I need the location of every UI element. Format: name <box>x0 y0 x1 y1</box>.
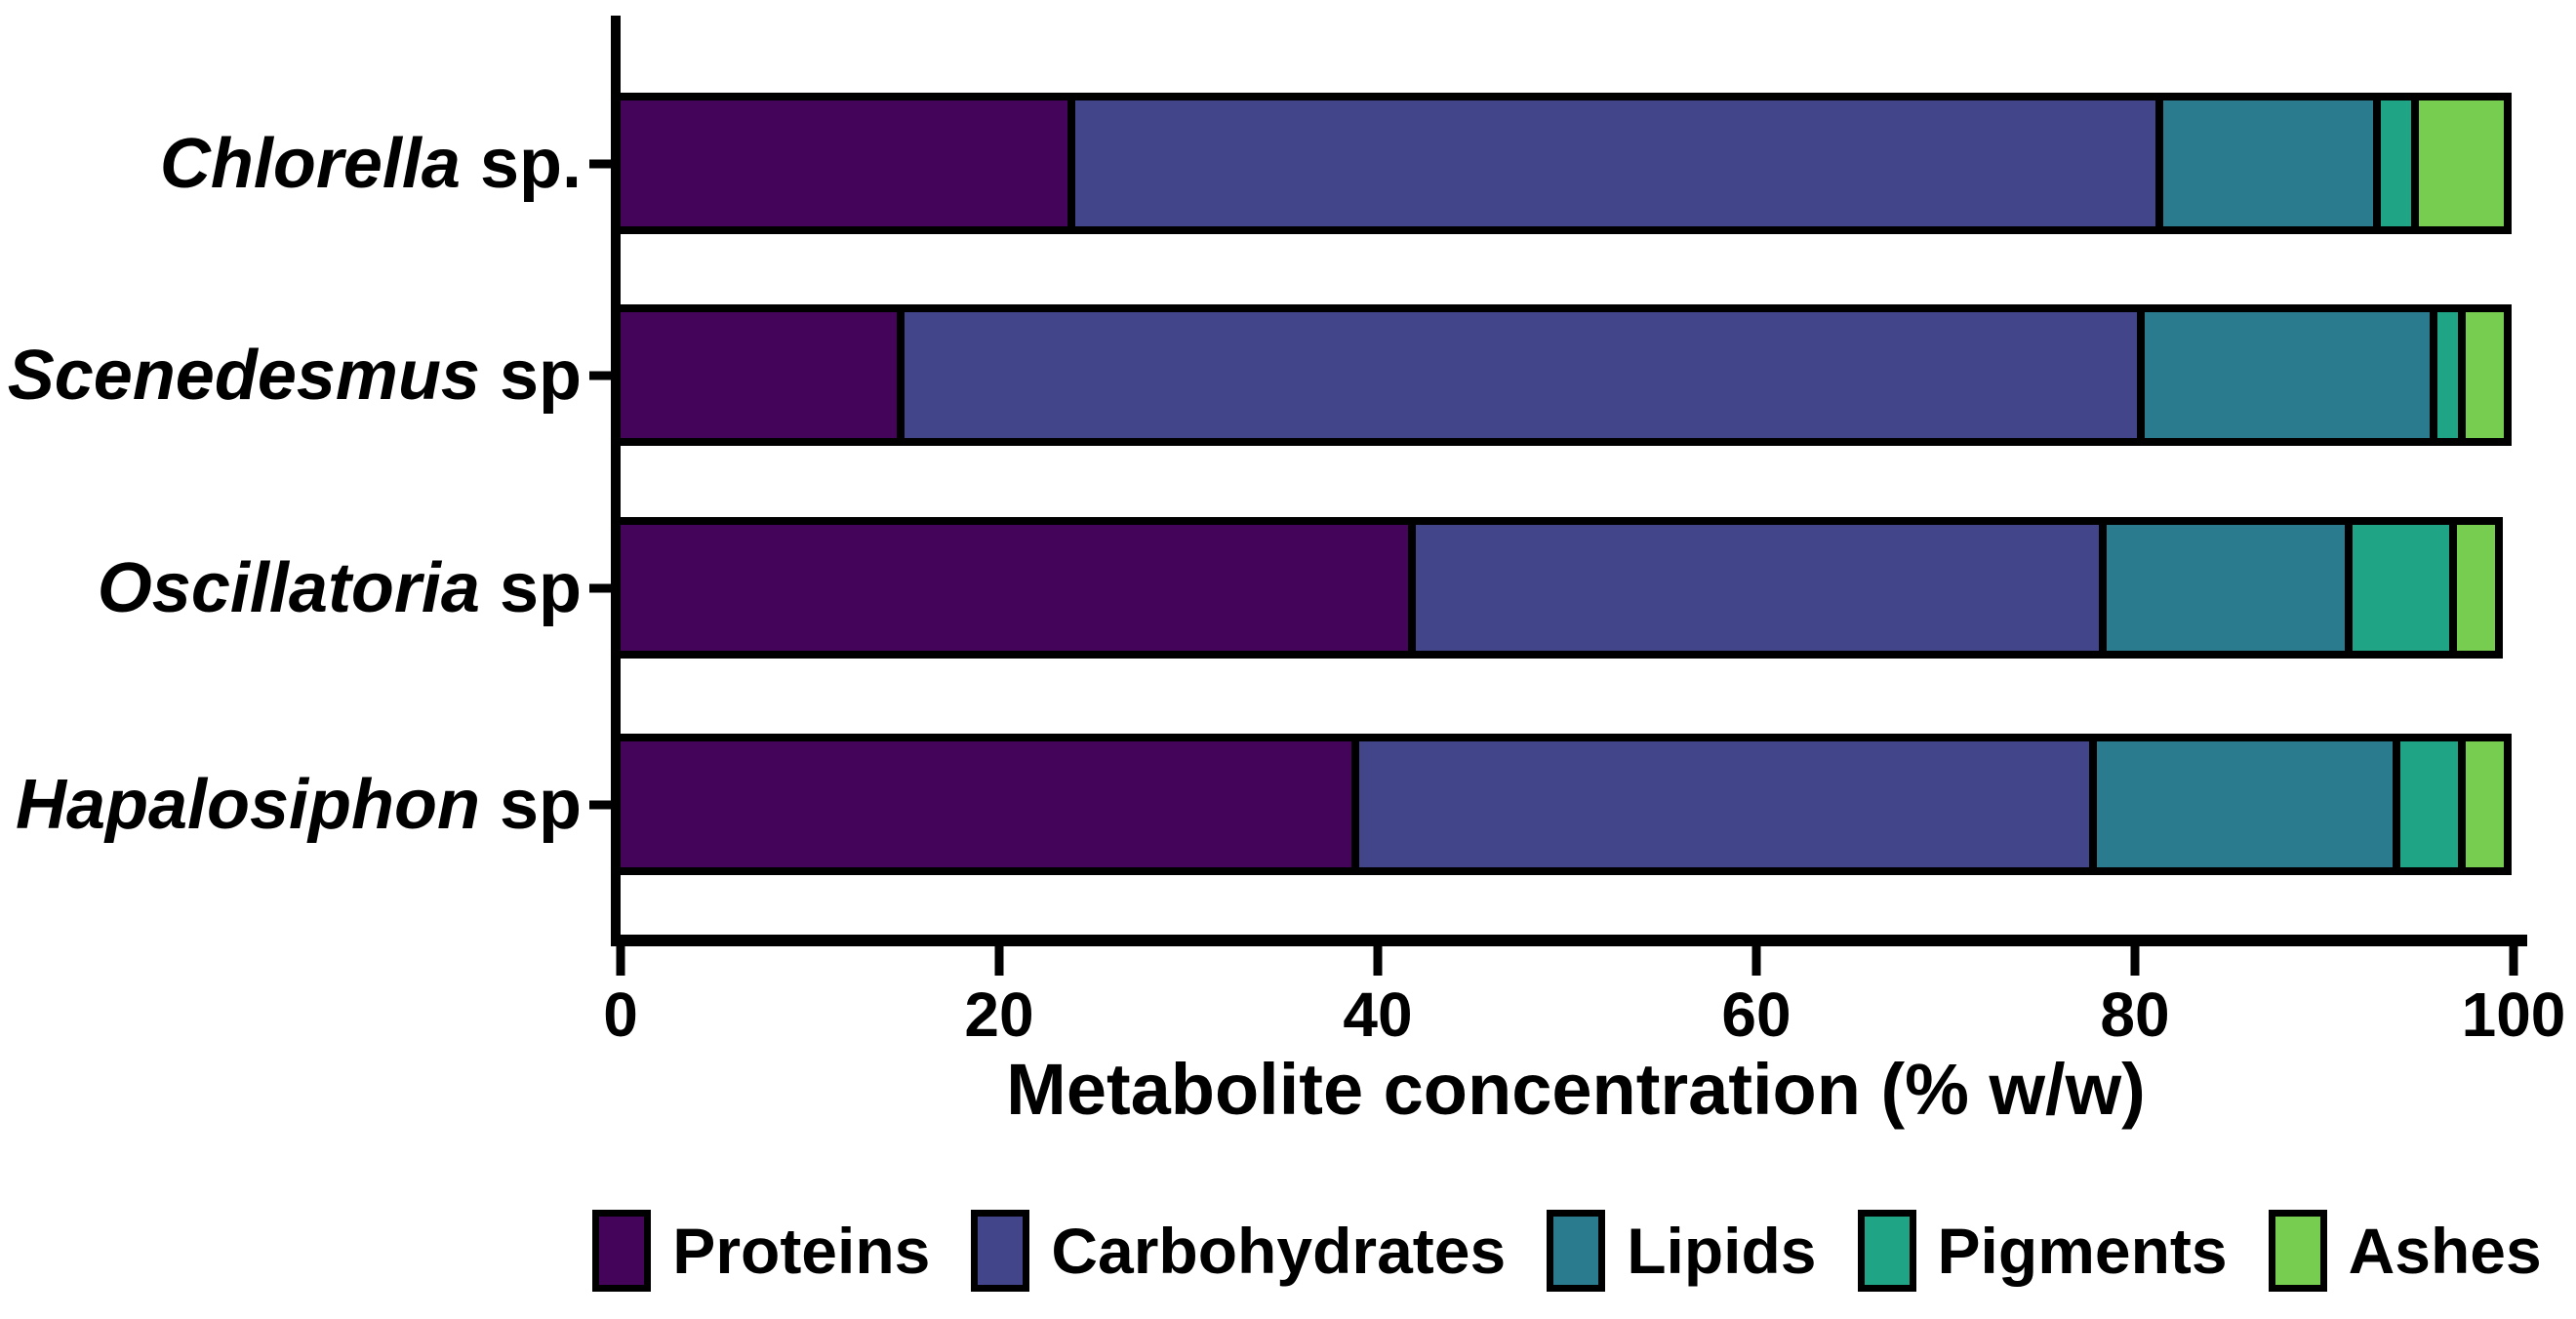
bar-segment-pigments <box>2437 312 2467 438</box>
bar-segment-carbohydrates <box>1358 741 2098 867</box>
x-axis-tick-label: 20 <box>964 979 1034 1050</box>
species-genus: Oscillatoria <box>97 548 480 627</box>
legend-label: Proteins <box>672 1215 931 1287</box>
bar-segment-lipids <box>2106 525 2354 651</box>
y-axis-line <box>611 16 621 946</box>
y-axis-tick <box>589 800 613 809</box>
bar-segment-lipids <box>2163 100 2382 226</box>
legend-swatch-carbohydrates <box>971 1210 1030 1292</box>
x-axis-tick-label: 60 <box>1721 979 1791 1050</box>
legend-item-ashes: Ashes <box>2268 1210 2542 1292</box>
x-axis-tick <box>994 944 1004 976</box>
bar-segment-pigments <box>2399 741 2467 867</box>
bar-segment-ashes <box>2466 741 2505 867</box>
legend-label: Lipids <box>1627 1215 1817 1287</box>
bar-segment-proteins <box>621 741 1359 867</box>
bar-row-scenedesmus <box>613 304 2513 446</box>
bar-row-chlorella <box>613 93 2513 234</box>
legend-item-carbohydrates: Carbohydrates <box>971 1210 1506 1292</box>
species-genus: Scenedesmus <box>7 336 480 415</box>
y-axis-label-chlorella: Chlorella sp. <box>160 129 582 199</box>
species-genus: Hapalosiphon <box>15 765 480 844</box>
x-axis-tick <box>1373 944 1383 976</box>
x-axis-tick-label: 40 <box>1343 979 1413 1050</box>
bar-segment-proteins <box>621 312 905 438</box>
y-axis-tick <box>589 371 613 380</box>
x-axis-tick <box>2130 944 2140 976</box>
legend-label: Ashes <box>2348 1215 2542 1287</box>
bar-segment-ashes <box>2456 525 2495 651</box>
bar-segment-ashes <box>2466 312 2505 438</box>
legend-label: Pigments <box>1937 1215 2228 1287</box>
x-axis-line <box>611 935 2527 946</box>
y-axis-tick <box>589 159 613 168</box>
legend-item-pigments: Pigments <box>1857 1210 2228 1292</box>
x-axis-tick <box>616 944 625 976</box>
species-suffix: sp <box>479 336 582 415</box>
x-axis-tick-label: 100 <box>2461 979 2566 1050</box>
legend-label: Carbohydrates <box>1051 1215 1507 1287</box>
legend-item-proteins: Proteins <box>592 1210 930 1292</box>
bar-segment-pigments <box>2353 525 2457 651</box>
bar-segment-carbohydrates <box>905 312 2145 438</box>
bar-segment-lipids <box>2144 312 2438 438</box>
y-axis-label-hapalosiphon: Hapalosiphon sp <box>16 770 582 840</box>
bar-row-hapalosiphon <box>613 734 2513 875</box>
y-axis-label-oscillatoria: Oscillatoria sp <box>98 553 582 623</box>
legend-swatch-pigments <box>1857 1210 1916 1292</box>
x-axis-tick-label: 0 <box>603 979 638 1050</box>
legend-swatch-proteins <box>592 1210 652 1292</box>
legend-swatch-ashes <box>2268 1210 2327 1292</box>
species-suffix: sp. <box>460 124 582 203</box>
bar-segment-ashes <box>2418 100 2505 226</box>
legend-item-lipids: Lipids <box>1547 1210 1817 1292</box>
bar-segment-proteins <box>621 525 1416 651</box>
bar-segment-carbohydrates <box>1074 100 2164 226</box>
bar-segment-proteins <box>621 100 1075 226</box>
species-suffix: sp <box>479 765 582 844</box>
species-suffix: sp <box>479 548 582 627</box>
x-axis-tick-label: 80 <box>2100 979 2170 1050</box>
bar-segment-lipids <box>2097 741 2400 867</box>
x-axis-tick <box>1751 944 1761 976</box>
bar-row-oscillatoria <box>613 517 2503 659</box>
bar-segment-pigments <box>2381 100 2419 226</box>
x-axis-title: Metabolite concentration (% w/w) <box>1006 1049 2146 1130</box>
y-axis-tick <box>589 583 613 592</box>
legend-swatch-lipids <box>1547 1210 1606 1292</box>
y-axis-label-scenedesmus: Scenedesmus sp <box>8 340 582 411</box>
bar-segment-carbohydrates <box>1415 525 2107 651</box>
legend: Proteins Carbohydrates Lipids Pigments Ashes <box>592 1210 2542 1292</box>
x-axis-tick <box>2509 944 2518 976</box>
species-genus: Chlorella <box>159 124 461 203</box>
